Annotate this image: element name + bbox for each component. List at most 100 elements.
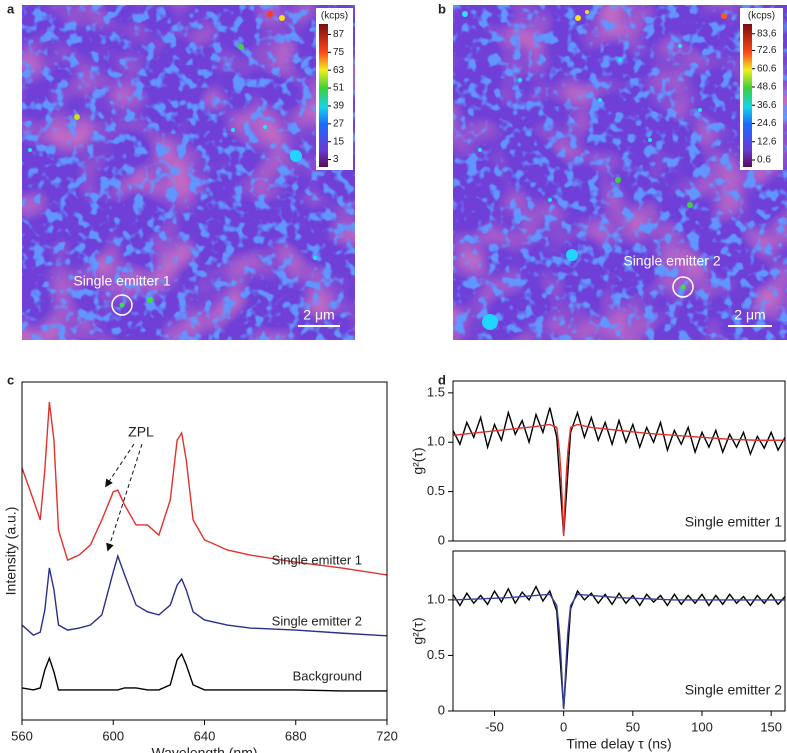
- x-tick-label: 50: [626, 719, 640, 734]
- emitter-dot: [119, 302, 125, 308]
- x-axis-label: Wavelength (nm): [151, 745, 257, 753]
- x-tick-label: 720: [376, 728, 398, 743]
- emitter-label: Single emitter 1: [73, 273, 170, 289]
- annotation: ZPL: [128, 424, 154, 440]
- bright-spot: [147, 297, 153, 303]
- bright-spot: [648, 138, 652, 142]
- emitter-label: Single emitter 2: [623, 253, 720, 269]
- colorbar-tick-label: 24.6: [757, 118, 777, 129]
- annotation: Single emitter 1: [685, 514, 782, 530]
- colorbar-title: (kcps): [321, 11, 348, 22]
- colorbar-tick-label: 39: [333, 101, 345, 112]
- x-axis-label: Time delay τ (ns): [566, 736, 671, 752]
- y-axis-label: g²(τ): [410, 447, 426, 474]
- bright-spot: [462, 11, 468, 17]
- series-line: [453, 584, 785, 709]
- panel-label: d: [438, 372, 446, 387]
- scale-bar-label: 2 μm: [734, 307, 765, 323]
- series-label: Background: [293, 668, 362, 683]
- emitter-circle: [672, 276, 694, 298]
- panel-label: b: [438, 1, 446, 16]
- bright-spot: [279, 15, 285, 21]
- series-line: [22, 401, 387, 576]
- colorbar-tick-label: 51: [333, 83, 345, 94]
- y-axis-label: g²(τ): [410, 617, 426, 644]
- bright-spot: [263, 125, 267, 129]
- bright-spot: [618, 58, 622, 62]
- x-tick-label: 100: [691, 719, 713, 734]
- y-tick-label: 1.5: [427, 384, 445, 399]
- x-tick-label: -50: [485, 719, 504, 734]
- y-tick-label: 1.0: [427, 434, 445, 449]
- colorbar-tick-label: 15: [333, 136, 345, 147]
- colorbar-tick-label: 75: [333, 47, 345, 58]
- series-line: [453, 407, 785, 536]
- bright-spot: [28, 148, 32, 152]
- bright-spot: [598, 98, 602, 102]
- bright-spot: [585, 10, 589, 14]
- bright-spot: [721, 13, 727, 19]
- emitter-circle: [111, 294, 133, 316]
- colorbar-tick-label: 72.6: [757, 45, 777, 56]
- y-axis-label: Intensity (a.u.): [3, 507, 19, 596]
- panel-label: c: [7, 372, 14, 387]
- y-tick-label: 0: [438, 532, 445, 547]
- colorbar-tick-label: 63: [333, 65, 345, 76]
- x-tick-label: 0: [560, 719, 567, 734]
- colorbar-tick-label: 60.6: [757, 63, 777, 74]
- series-label: Single emitter 2: [272, 613, 362, 628]
- x-tick-label: 560: [11, 728, 33, 743]
- series-line: [453, 593, 785, 709]
- bright-spot: [678, 44, 682, 48]
- x-tick-label: 150: [760, 719, 782, 734]
- bright-spot: [548, 198, 552, 202]
- colorbar-tick-label: 12.6: [757, 136, 777, 147]
- colorbar-title: (kcps): [748, 11, 775, 22]
- bright-spot: [313, 256, 317, 260]
- emitter-dot: [680, 284, 686, 290]
- bright-spot: [290, 150, 302, 162]
- annotation-arrow: [106, 443, 143, 552]
- series-line: [22, 553, 387, 637]
- plot-frame: [21, 381, 388, 721]
- colorbar-tick-label: 83.6: [757, 28, 777, 39]
- y-tick-label: 0.5: [427, 647, 445, 662]
- map-speckle: [22, 5, 355, 340]
- map-speckle: [453, 5, 787, 340]
- bright-spot: [575, 15, 581, 21]
- colorbar: [319, 24, 328, 167]
- plot-frame: [452, 380, 786, 542]
- x-tick-label: 640: [194, 728, 216, 743]
- colorbar-tick-label: 87: [333, 29, 345, 40]
- y-tick-label: 1.0: [427, 591, 445, 606]
- bright-spot: [74, 114, 80, 120]
- bright-spot: [566, 249, 578, 261]
- colorbar-tick-label: 36.6: [757, 100, 777, 111]
- bright-spot: [238, 44, 244, 50]
- bright-spot: [698, 108, 702, 112]
- bright-spot: [267, 11, 273, 17]
- bright-spot: [231, 128, 235, 132]
- annotation: Single emitter 2: [685, 682, 782, 698]
- series-label: Single emitter 1: [272, 552, 362, 567]
- plot-frame: [452, 550, 786, 712]
- y-tick-label: 0: [438, 702, 445, 717]
- series-line: [453, 423, 785, 537]
- bright-spot: [518, 78, 522, 82]
- bright-spot: [478, 148, 482, 152]
- colorbar-tick-label: 48.6: [757, 82, 777, 93]
- bright-spot: [687, 202, 693, 208]
- bright-spot: [615, 177, 621, 183]
- bright-spot: [482, 314, 498, 330]
- colorbar-tick-label: 0.6: [757, 155, 771, 166]
- colorbar-tick-label: 3: [333, 154, 339, 165]
- panel-label: a: [7, 1, 15, 16]
- colorbar-tick-label: 27: [333, 118, 345, 129]
- colorbar: [743, 24, 752, 167]
- x-tick-label: 680: [285, 728, 307, 743]
- annotation-arrow: [105, 443, 135, 488]
- series-line: [22, 652, 387, 692]
- y-tick-label: 0.5: [427, 483, 445, 498]
- scale-bar-label: 2 μm: [303, 307, 334, 323]
